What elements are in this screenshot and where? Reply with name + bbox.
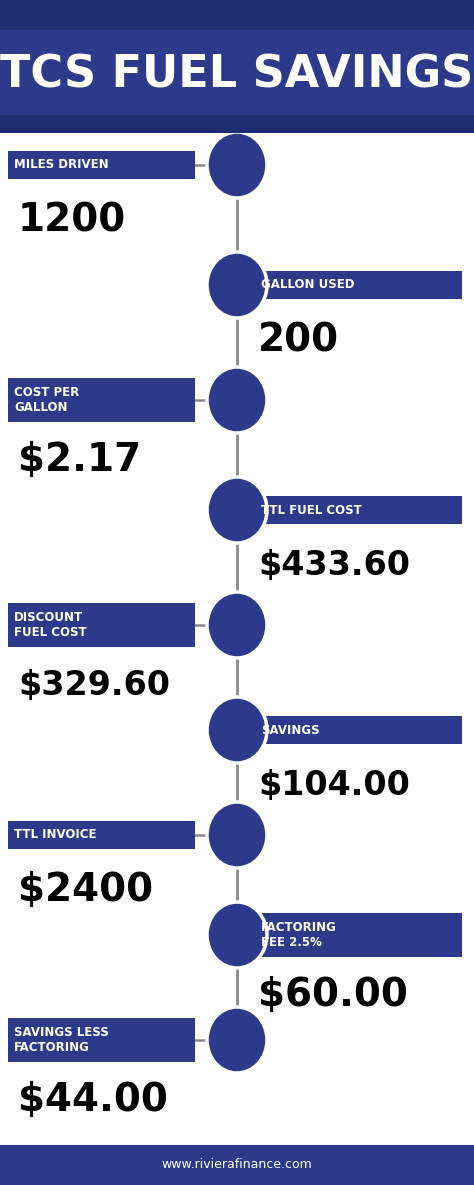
Text: DISCOUNT
FUEL COST: DISCOUNT FUEL COST bbox=[14, 610, 87, 639]
Text: $60.00: $60.00 bbox=[258, 976, 408, 1014]
Ellipse shape bbox=[207, 478, 267, 543]
Text: TTL FUEL COST: TTL FUEL COST bbox=[261, 504, 362, 517]
Text: 1200: 1200 bbox=[18, 201, 126, 239]
FancyBboxPatch shape bbox=[8, 1018, 195, 1062]
FancyBboxPatch shape bbox=[8, 821, 195, 848]
Ellipse shape bbox=[207, 697, 267, 763]
Text: $2400: $2400 bbox=[18, 871, 153, 909]
Ellipse shape bbox=[207, 252, 267, 318]
Ellipse shape bbox=[207, 902, 267, 968]
Text: SAVINGS LESS
FACTORING: SAVINGS LESS FACTORING bbox=[14, 1026, 109, 1055]
Text: TCS FUEL SAVINGS: TCS FUEL SAVINGS bbox=[0, 53, 474, 96]
Text: $44.00: $44.00 bbox=[18, 1081, 168, 1119]
Text: www.rivierafinance.com: www.rivierafinance.com bbox=[162, 1159, 312, 1172]
Text: $433.60: $433.60 bbox=[258, 549, 410, 582]
Ellipse shape bbox=[207, 132, 267, 198]
Ellipse shape bbox=[207, 367, 267, 433]
Text: 200: 200 bbox=[258, 321, 339, 359]
FancyBboxPatch shape bbox=[255, 271, 462, 299]
FancyBboxPatch shape bbox=[8, 378, 195, 422]
FancyBboxPatch shape bbox=[0, 115, 474, 133]
FancyBboxPatch shape bbox=[0, 1145, 474, 1185]
Text: FACTORING
FEE 2.5%: FACTORING FEE 2.5% bbox=[261, 921, 337, 949]
Text: TTL INVOICE: TTL INVOICE bbox=[14, 828, 97, 841]
FancyBboxPatch shape bbox=[255, 912, 462, 957]
Text: $104.00: $104.00 bbox=[258, 769, 410, 801]
Ellipse shape bbox=[207, 802, 267, 867]
FancyBboxPatch shape bbox=[0, 0, 474, 30]
FancyBboxPatch shape bbox=[8, 603, 195, 647]
FancyBboxPatch shape bbox=[0, 30, 474, 115]
Ellipse shape bbox=[207, 1007, 267, 1072]
Text: $329.60: $329.60 bbox=[18, 668, 170, 702]
FancyBboxPatch shape bbox=[255, 497, 462, 524]
Text: GALLON USED: GALLON USED bbox=[261, 278, 355, 292]
FancyBboxPatch shape bbox=[255, 716, 462, 744]
Ellipse shape bbox=[207, 592, 267, 658]
FancyBboxPatch shape bbox=[8, 150, 195, 179]
Text: $2.17: $2.17 bbox=[18, 441, 141, 479]
Text: COST PER
GALLON: COST PER GALLON bbox=[14, 386, 79, 415]
Text: MILES DRIVEN: MILES DRIVEN bbox=[14, 159, 109, 172]
Text: SAVINGS: SAVINGS bbox=[261, 724, 319, 737]
